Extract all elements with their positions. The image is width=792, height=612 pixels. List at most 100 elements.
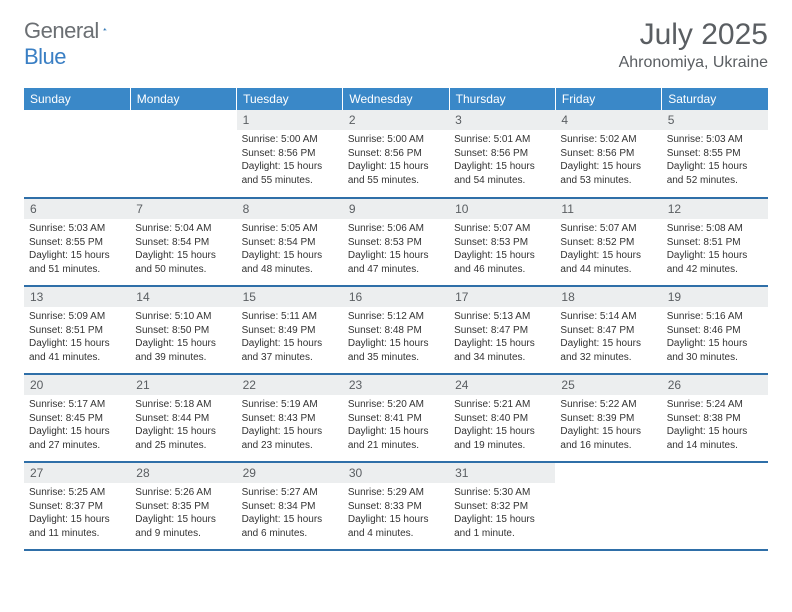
day-details: Sunrise: 5:05 AMSunset: 8:54 PMDaylight:… <box>237 219 343 279</box>
day-number: 8 <box>237 199 343 219</box>
sunset-line: Sunset: 8:51 PM <box>29 324 125 338</box>
day-number: 28 <box>130 463 236 483</box>
day-number: 2 <box>343 110 449 130</box>
daylight-line-2: and 35 minutes. <box>348 351 444 365</box>
day-cell <box>555 462 661 550</box>
daylight-line-1: Daylight: 15 hours <box>242 337 338 351</box>
daylight-line-1: Daylight: 15 hours <box>667 160 763 174</box>
sunrise-line: Sunrise: 5:26 AM <box>135 486 231 500</box>
day-cell: 24Sunrise: 5:21 AMSunset: 8:40 PMDayligh… <box>449 374 555 462</box>
daylight-line-2: and 53 minutes. <box>560 174 656 188</box>
day-number: 30 <box>343 463 449 483</box>
day-details: Sunrise: 5:14 AMSunset: 8:47 PMDaylight:… <box>555 307 661 367</box>
daylight-line-1: Daylight: 15 hours <box>454 160 550 174</box>
col-saturday: Saturday <box>662 88 768 110</box>
day-details: Sunrise: 5:09 AMSunset: 8:51 PMDaylight:… <box>24 307 130 367</box>
week-row: 13Sunrise: 5:09 AMSunset: 8:51 PMDayligh… <box>24 286 768 374</box>
day-cell: 23Sunrise: 5:20 AMSunset: 8:41 PMDayligh… <box>343 374 449 462</box>
sunrise-line: Sunrise: 5:24 AM <box>667 398 763 412</box>
col-monday: Monday <box>130 88 236 110</box>
daylight-line-2: and 51 minutes. <box>29 263 125 277</box>
day-cell <box>130 110 236 198</box>
daylight-line-1: Daylight: 15 hours <box>29 337 125 351</box>
daylight-line-2: and 27 minutes. <box>29 439 125 453</box>
sunset-line: Sunset: 8:50 PM <box>135 324 231 338</box>
daylight-line-2: and 11 minutes. <box>29 527 125 541</box>
daylight-line-1: Daylight: 15 hours <box>348 160 444 174</box>
brand-part1: General <box>24 18 99 44</box>
sunset-line: Sunset: 8:40 PM <box>454 412 550 426</box>
daylight-line-1: Daylight: 15 hours <box>667 337 763 351</box>
daylight-line-1: Daylight: 15 hours <box>242 160 338 174</box>
daylight-line-1: Daylight: 15 hours <box>454 249 550 263</box>
day-number: 21 <box>130 375 236 395</box>
daylight-line-2: and 55 minutes. <box>348 174 444 188</box>
daylight-line-1: Daylight: 15 hours <box>454 337 550 351</box>
calendar-body: 1Sunrise: 5:00 AMSunset: 8:56 PMDaylight… <box>24 110 768 550</box>
daylight-line-2: and 21 minutes. <box>348 439 444 453</box>
day-details: Sunrise: 5:00 AMSunset: 8:56 PMDaylight:… <box>237 130 343 190</box>
daylight-line-1: Daylight: 15 hours <box>135 425 231 439</box>
day-details: Sunrise: 5:22 AMSunset: 8:39 PMDaylight:… <box>555 395 661 455</box>
daylight-line-2: and 44 minutes. <box>560 263 656 277</box>
day-number: 24 <box>449 375 555 395</box>
daylight-line-1: Daylight: 15 hours <box>560 337 656 351</box>
daylight-line-1: Daylight: 15 hours <box>560 249 656 263</box>
daylight-line-1: Daylight: 15 hours <box>242 249 338 263</box>
daylight-line-1: Daylight: 15 hours <box>348 425 444 439</box>
sunrise-line: Sunrise: 5:21 AM <box>454 398 550 412</box>
day-cell: 2Sunrise: 5:00 AMSunset: 8:56 PMDaylight… <box>343 110 449 198</box>
week-row: 20Sunrise: 5:17 AMSunset: 8:45 PMDayligh… <box>24 374 768 462</box>
day-cell: 8Sunrise: 5:05 AMSunset: 8:54 PMDaylight… <box>237 198 343 286</box>
sunrise-line: Sunrise: 5:12 AM <box>348 310 444 324</box>
day-details: Sunrise: 5:29 AMSunset: 8:33 PMDaylight:… <box>343 483 449 543</box>
week-row: 27Sunrise: 5:25 AMSunset: 8:37 PMDayligh… <box>24 462 768 550</box>
sunrise-line: Sunrise: 5:16 AM <box>667 310 763 324</box>
sunrise-line: Sunrise: 5:05 AM <box>242 222 338 236</box>
sunset-line: Sunset: 8:53 PM <box>348 236 444 250</box>
sunrise-line: Sunrise: 5:01 AM <box>454 133 550 147</box>
day-number: 29 <box>237 463 343 483</box>
day-details: Sunrise: 5:17 AMSunset: 8:45 PMDaylight:… <box>24 395 130 455</box>
daylight-line-2: and 9 minutes. <box>135 527 231 541</box>
day-cell: 9Sunrise: 5:06 AMSunset: 8:53 PMDaylight… <box>343 198 449 286</box>
day-details: Sunrise: 5:25 AMSunset: 8:37 PMDaylight:… <box>24 483 130 543</box>
sunrise-line: Sunrise: 5:09 AM <box>29 310 125 324</box>
sunrise-line: Sunrise: 5:29 AM <box>348 486 444 500</box>
sunrise-line: Sunrise: 5:07 AM <box>560 222 656 236</box>
daylight-line-2: and 50 minutes. <box>135 263 231 277</box>
sunrise-line: Sunrise: 5:00 AM <box>348 133 444 147</box>
sunset-line: Sunset: 8:43 PM <box>242 412 338 426</box>
day-number: 13 <box>24 287 130 307</box>
daylight-line-1: Daylight: 15 hours <box>29 249 125 263</box>
day-number: 25 <box>555 375 661 395</box>
daylight-line-1: Daylight: 15 hours <box>135 337 231 351</box>
day-details: Sunrise: 5:13 AMSunset: 8:47 PMDaylight:… <box>449 307 555 367</box>
daylight-line-1: Daylight: 15 hours <box>242 513 338 527</box>
sunrise-line: Sunrise: 5:07 AM <box>454 222 550 236</box>
daylight-line-2: and 34 minutes. <box>454 351 550 365</box>
sunset-line: Sunset: 8:54 PM <box>135 236 231 250</box>
sunrise-line: Sunrise: 5:20 AM <box>348 398 444 412</box>
sunset-line: Sunset: 8:55 PM <box>29 236 125 250</box>
day-number: 22 <box>237 375 343 395</box>
sunset-line: Sunset: 8:53 PM <box>454 236 550 250</box>
daylight-line-1: Daylight: 15 hours <box>348 513 444 527</box>
day-cell: 22Sunrise: 5:19 AMSunset: 8:43 PMDayligh… <box>237 374 343 462</box>
daylight-line-2: and 37 minutes. <box>242 351 338 365</box>
day-details: Sunrise: 5:02 AMSunset: 8:56 PMDaylight:… <box>555 130 661 190</box>
day-cell: 11Sunrise: 5:07 AMSunset: 8:52 PMDayligh… <box>555 198 661 286</box>
daylight-line-2: and 14 minutes. <box>667 439 763 453</box>
day-details: Sunrise: 5:27 AMSunset: 8:34 PMDaylight:… <box>237 483 343 543</box>
sunset-line: Sunset: 8:35 PM <box>135 500 231 514</box>
sunset-line: Sunset: 8:52 PM <box>560 236 656 250</box>
daylight-line-2: and 25 minutes. <box>135 439 231 453</box>
week-row: 1Sunrise: 5:00 AMSunset: 8:56 PMDaylight… <box>24 110 768 198</box>
day-details: Sunrise: 5:24 AMSunset: 8:38 PMDaylight:… <box>662 395 768 455</box>
daylight-line-1: Daylight: 15 hours <box>29 425 125 439</box>
sunrise-line: Sunrise: 5:04 AM <box>135 222 231 236</box>
daylight-line-1: Daylight: 15 hours <box>242 425 338 439</box>
day-details: Sunrise: 5:06 AMSunset: 8:53 PMDaylight:… <box>343 219 449 279</box>
day-cell: 14Sunrise: 5:10 AMSunset: 8:50 PMDayligh… <box>130 286 236 374</box>
daylight-line-2: and 30 minutes. <box>667 351 763 365</box>
